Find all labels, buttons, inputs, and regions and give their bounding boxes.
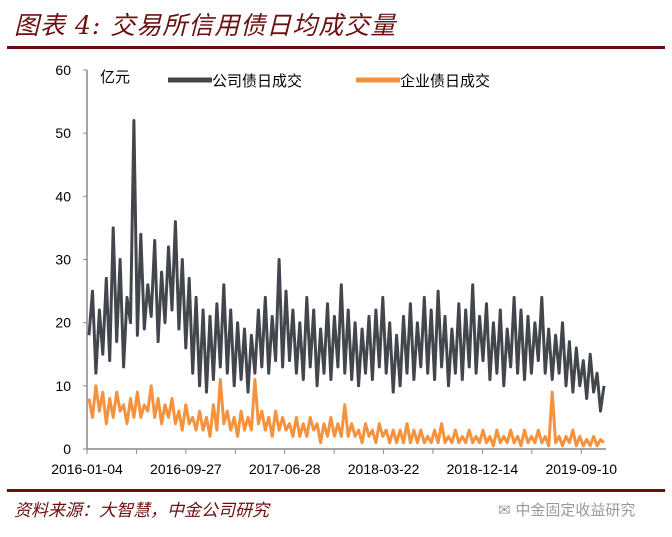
figure-title: 图表 4: 交易所信用债日均成交量 xyxy=(14,11,397,40)
source-note: 资料来源：大智慧，中金公司研究 xyxy=(14,501,269,521)
y-tick-label: 20 xyxy=(55,315,71,331)
footer-divider xyxy=(7,489,665,492)
series-line-company-bond xyxy=(87,119,606,413)
watermark: ✉ 中金固定收益研究 xyxy=(498,499,635,520)
x-tick-label: 2018-12-14 xyxy=(447,461,519,477)
y-tick-label: 40 xyxy=(55,188,71,204)
y-tick-label: 60 xyxy=(55,62,71,78)
legend-label-company: 公司债日成交 xyxy=(212,72,302,90)
y-tick-label: 0 xyxy=(63,441,71,457)
legend-label-enterprise: 企业债日成交 xyxy=(400,72,490,90)
series-line-enterprise-bond xyxy=(87,378,606,448)
y-axis-unit: 亿元 xyxy=(100,68,130,86)
y-tick-label: 50 xyxy=(55,125,71,141)
x-tick-label: 2019-09-10 xyxy=(545,461,617,477)
x-tick-label: 2018-03-22 xyxy=(348,461,420,477)
wechat-icon: ✉ xyxy=(498,501,516,519)
x-tick-label: 2016-09-27 xyxy=(150,461,222,477)
watermark-text: 中金固定收益研究 xyxy=(515,501,636,519)
y-tick-label: 10 xyxy=(55,378,71,394)
title-divider xyxy=(7,46,665,49)
x-tick-label: 2016-01-04 xyxy=(51,461,123,477)
x-tick-label: 2017-06-28 xyxy=(249,461,321,477)
y-tick-label: 30 xyxy=(55,252,71,268)
